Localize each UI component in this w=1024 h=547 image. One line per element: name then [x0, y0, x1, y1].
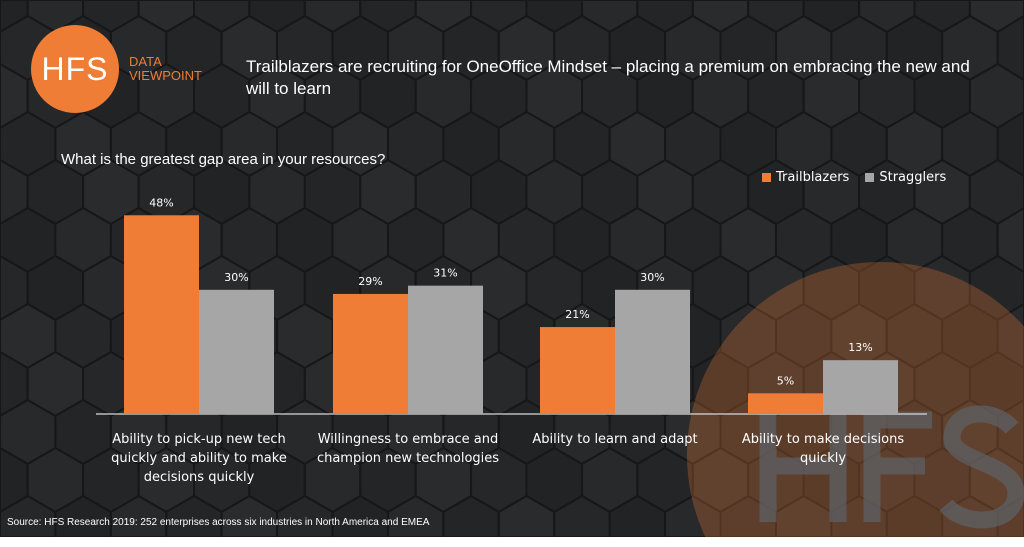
bar-stragglers: [823, 360, 898, 414]
category-label: quickly: [800, 451, 846, 466]
hexagon: [109, 494, 168, 537]
watermark-letter-h: [759, 412, 847, 522]
hexagon: [276, 494, 334, 537]
hexagon: [885, 494, 944, 537]
data-label: 5%: [777, 374, 794, 387]
category-label: Ability to pick-up new tech: [112, 432, 285, 447]
bar-stragglers: [615, 289, 690, 414]
category-label: Willingness to embrace and: [318, 432, 499, 447]
hexagon: [54, 494, 112, 537]
bar-trailblazers: [748, 393, 823, 414]
data-label: 29%: [358, 275, 382, 288]
legend-label-trailblazers: Trailblazers: [776, 170, 850, 185]
source-note: Source: HFS Research 2019: 252 enterpris…: [7, 517, 430, 528]
legend-swatch-stragglers: [865, 173, 875, 182]
hfs-logo: HFS: [31, 25, 119, 113]
data-label: 30%: [224, 271, 248, 284]
hexagon: [0, 494, 57, 537]
legend-swatch-trailblazers: [762, 173, 771, 182]
hfs-watermark: [759, 405, 1024, 529]
hexagon: [442, 494, 500, 537]
bar-trailblazers: [124, 215, 199, 414]
chart-title: What is the greatest gap area in your re…: [61, 151, 386, 168]
bar-trailblazers: [540, 327, 615, 414]
legend: Trailblazers Stragglers: [762, 170, 946, 185]
watermark-letter-f: [863, 411, 932, 522]
data-label: 13%: [848, 341, 872, 354]
hexagon: [608, 494, 667, 537]
logo-subtitle-2: VIEWPOINT: [129, 68, 202, 83]
category-label: quickly and ability to make: [111, 451, 287, 466]
bar-trailblazers: [333, 293, 408, 414]
category-label: decisions quickly: [144, 470, 255, 485]
category-label: Ability to make decisions: [742, 432, 904, 447]
hexagon: [165, 494, 223, 537]
data-label: 21%: [565, 308, 589, 321]
hexagon: [387, 494, 445, 537]
bar-stragglers: [408, 285, 483, 414]
bar-stragglers: [199, 289, 274, 414]
data-label: 48%: [149, 196, 173, 209]
watermark-letter-s: [939, 405, 1024, 529]
legend-label-stragglers: Stragglers: [879, 170, 947, 185]
hexagon: [220, 494, 279, 537]
hexagon: [775, 494, 833, 537]
hexagon: [553, 494, 611, 537]
slide-title: Trailblazers are recruiting for OneOffic…: [246, 57, 970, 98]
data-label: 31%: [433, 267, 457, 280]
hexagon: [497, 494, 556, 537]
logo-text: HFS: [41, 51, 109, 87]
logo-subtitle-1: DATA: [129, 54, 162, 69]
hexagon: [331, 494, 389, 537]
data-label: 30%: [640, 271, 664, 284]
category-label: champion new technologies: [317, 451, 499, 466]
category-label: Ability to learn and adapt: [532, 432, 697, 447]
hexagon: [664, 494, 722, 537]
data-viewpoint-label: DATA VIEWPOINT: [129, 55, 202, 83]
